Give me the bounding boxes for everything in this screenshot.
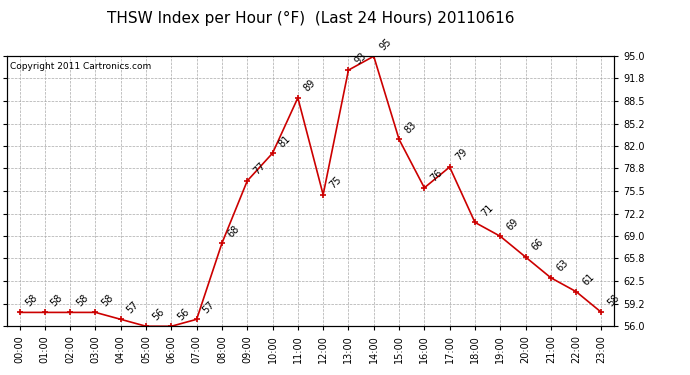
Text: 58: 58: [99, 292, 115, 308]
Text: 81: 81: [277, 133, 293, 149]
Text: 58: 58: [75, 292, 90, 308]
Text: 56: 56: [175, 306, 191, 322]
Text: 68: 68: [226, 223, 242, 239]
Text: 89: 89: [302, 78, 318, 94]
Text: 71: 71: [479, 202, 495, 218]
Text: 93: 93: [353, 50, 368, 66]
Text: 69: 69: [504, 216, 520, 232]
Text: 58: 58: [23, 292, 39, 308]
Text: 66: 66: [530, 237, 546, 253]
Text: 58: 58: [606, 292, 622, 308]
Text: 57: 57: [125, 299, 141, 315]
Text: 57: 57: [201, 299, 217, 315]
Text: 77: 77: [251, 161, 267, 177]
Text: THSW Index per Hour (°F)  (Last 24 Hours) 20110616: THSW Index per Hour (°F) (Last 24 Hours)…: [107, 11, 514, 26]
Text: 83: 83: [403, 119, 419, 135]
Text: 76: 76: [428, 168, 444, 184]
Text: 61: 61: [580, 272, 596, 288]
Text: 56: 56: [150, 306, 166, 322]
Text: 58: 58: [49, 292, 65, 308]
Text: 63: 63: [555, 258, 571, 274]
Text: 75: 75: [327, 175, 343, 190]
Text: Copyright 2011 Cartronics.com: Copyright 2011 Cartronics.com: [10, 62, 151, 70]
Text: 79: 79: [454, 147, 470, 163]
Text: 95: 95: [378, 36, 394, 52]
